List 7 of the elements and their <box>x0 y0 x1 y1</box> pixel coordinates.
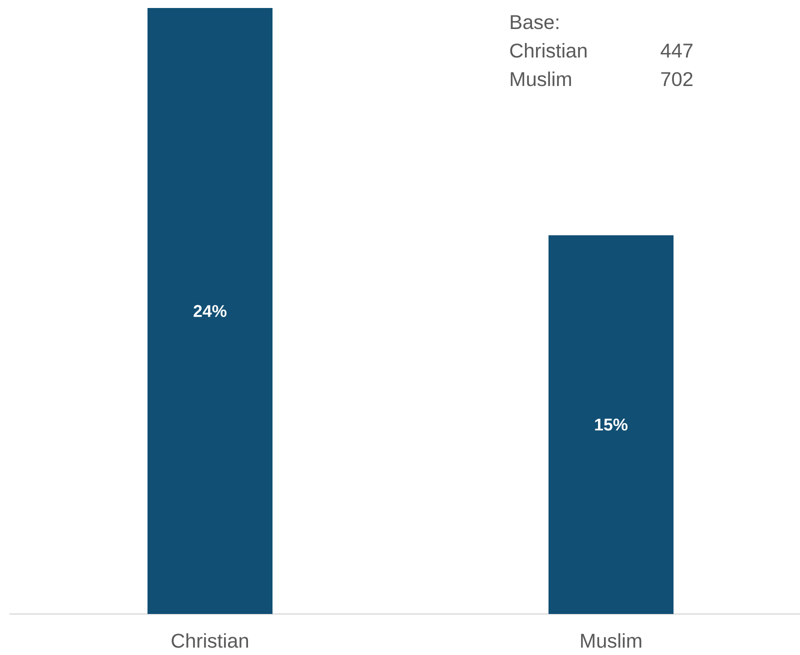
annotation: 447 <box>660 44 692 58</box>
annotation: 702 <box>661 72 692 86</box>
annotation: Base: <box>510 15 558 30</box>
annotation: Christian <box>510 43 587 58</box>
data-label: 15% <box>595 418 628 431</box>
annotation: Muslim <box>510 72 571 86</box>
data-label: 24% <box>194 305 226 317</box>
